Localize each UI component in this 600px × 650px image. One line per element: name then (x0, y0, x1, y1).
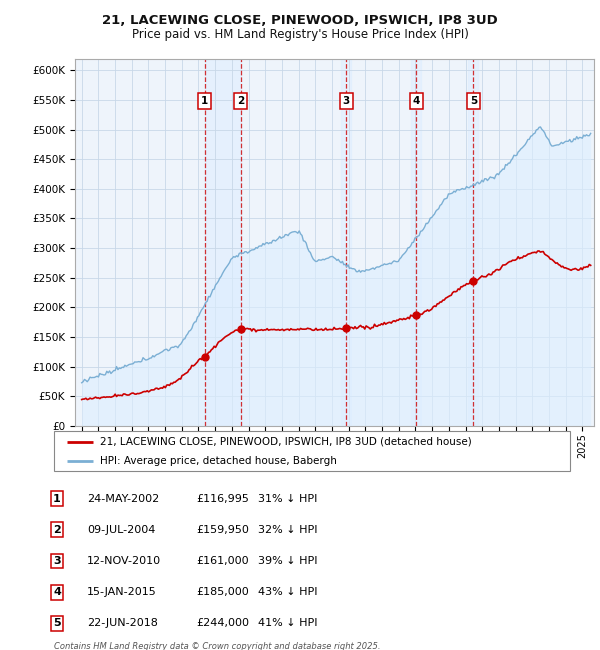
Text: 41% ↓ HPI: 41% ↓ HPI (258, 618, 317, 629)
Text: 2: 2 (53, 525, 61, 535)
Text: 43% ↓ HPI: 43% ↓ HPI (258, 587, 317, 597)
Text: 3: 3 (343, 96, 350, 106)
Text: 3: 3 (53, 556, 61, 566)
Text: 4: 4 (412, 96, 420, 106)
Text: 21, LACEWING CLOSE, PINEWOOD, IPSWICH, IP8 3UD: 21, LACEWING CLOSE, PINEWOOD, IPSWICH, I… (102, 14, 498, 27)
Text: Price paid vs. HM Land Registry's House Price Index (HPI): Price paid vs. HM Land Registry's House … (131, 28, 469, 41)
Bar (469, 58, 478, 426)
FancyBboxPatch shape (54, 431, 570, 471)
Text: £159,950: £159,950 (196, 525, 249, 535)
Text: 21, LACEWING CLOSE, PINEWOOD, IPSWICH, IP8 3UD (detached house): 21, LACEWING CLOSE, PINEWOOD, IPSWICH, I… (100, 437, 472, 447)
Text: 22-JUN-2018: 22-JUN-2018 (87, 618, 158, 629)
Text: 1: 1 (53, 493, 61, 504)
Text: £185,000: £185,000 (196, 587, 249, 597)
Text: 12-NOV-2010: 12-NOV-2010 (87, 556, 161, 566)
Text: 39% ↓ HPI: 39% ↓ HPI (258, 556, 317, 566)
Text: £244,000: £244,000 (196, 618, 249, 629)
Bar (205, 58, 241, 426)
Text: 1: 1 (201, 96, 208, 106)
Text: 15-JAN-2015: 15-JAN-2015 (87, 587, 157, 597)
Text: 24-MAY-2002: 24-MAY-2002 (87, 493, 159, 504)
Text: 2: 2 (237, 96, 244, 106)
Text: 4: 4 (53, 587, 61, 597)
Text: 5: 5 (470, 96, 477, 106)
Text: £116,995: £116,995 (196, 493, 249, 504)
Text: 32% ↓ HPI: 32% ↓ HPI (258, 525, 317, 535)
Bar (341, 58, 352, 426)
Text: 5: 5 (53, 618, 61, 629)
Text: HPI: Average price, detached house, Babergh: HPI: Average price, detached house, Babe… (100, 456, 337, 466)
Bar (411, 58, 421, 426)
Text: Contains HM Land Registry data © Crown copyright and database right 2025.: Contains HM Land Registry data © Crown c… (54, 642, 380, 650)
Text: £161,000: £161,000 (196, 556, 249, 566)
Text: 31% ↓ HPI: 31% ↓ HPI (258, 493, 317, 504)
Text: 09-JUL-2004: 09-JUL-2004 (87, 525, 155, 535)
